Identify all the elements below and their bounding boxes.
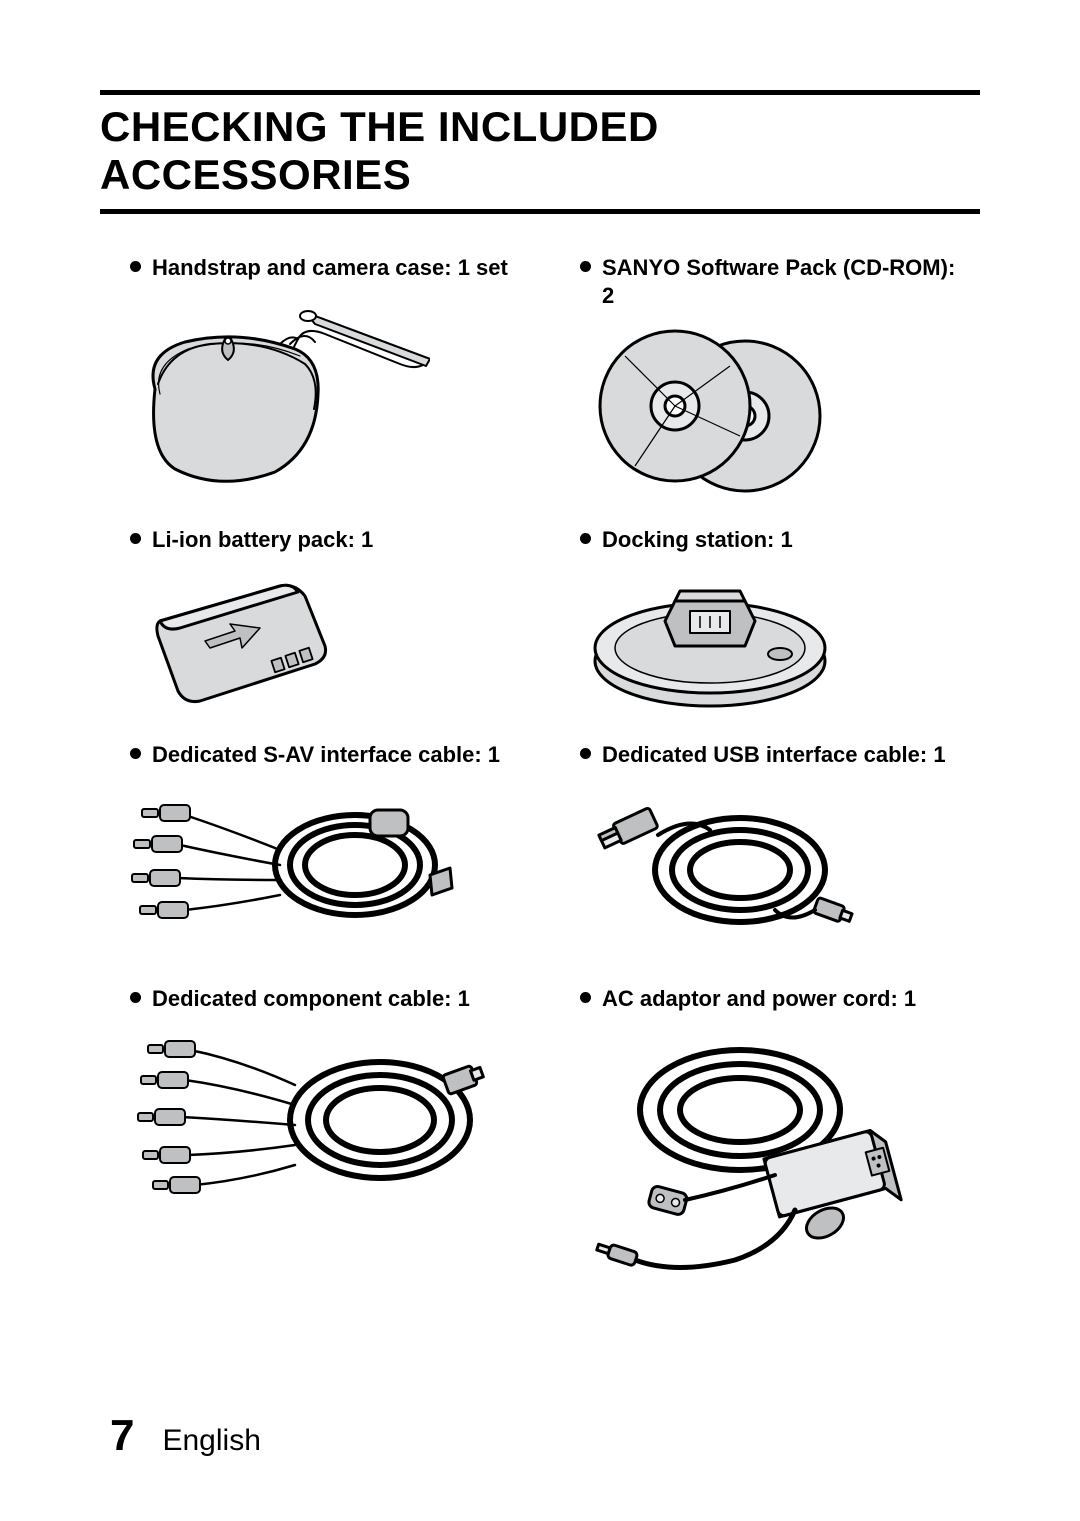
ac-adaptor-icon xyxy=(580,1025,970,1285)
sav-cable-icon xyxy=(130,780,520,960)
accessory-item: Dedicated USB interface cable: 1 xyxy=(550,741,980,986)
accessory-item: Li-ion battery pack: 1 xyxy=(100,526,530,741)
accessory-item: SANYO Software Pack (CD-ROM): 2 xyxy=(550,254,980,526)
item-label: Dedicated S-AV interface cable: 1 xyxy=(130,741,520,769)
page-footer: 7 English xyxy=(110,1411,261,1461)
component-cable-icon xyxy=(130,1025,520,1225)
accessory-item: Handstrap and camera case: 1 set xyxy=(100,254,530,526)
item-label: Dedicated USB interface cable: 1 xyxy=(580,741,970,769)
battery-icon xyxy=(130,566,520,716)
item-label: AC adaptor and power cord: 1 xyxy=(580,985,970,1013)
item-label: Docking station: 1 xyxy=(580,526,970,554)
item-label: Handstrap and camera case: 1 set xyxy=(130,254,520,282)
manual-page: CHECKING THE INCLUDED ACCESSORIES Handst… xyxy=(0,0,1080,1521)
accessories-grid: Handstrap and camera case: 1 set xyxy=(100,254,980,1310)
page-language: English xyxy=(162,1424,260,1458)
case-strap-icon xyxy=(130,294,520,494)
dock-icon xyxy=(580,566,970,716)
item-label: Dedicated component cable: 1 xyxy=(130,985,520,1013)
accessory-item: AC adaptor and power cord: 1 xyxy=(550,985,980,1310)
accessory-item: Dedicated S-AV interface cable: 1 xyxy=(100,741,530,986)
item-label: Li-ion battery pack: 1 xyxy=(130,526,520,554)
cdrom-icon xyxy=(580,321,970,501)
page-number: 7 xyxy=(110,1411,134,1461)
usb-cable-icon xyxy=(580,780,970,950)
accessory-item: Dedicated component cable: 1 xyxy=(100,985,530,1310)
item-label: SANYO Software Pack (CD-ROM): 2 xyxy=(580,254,970,309)
accessory-item: Docking station: 1 xyxy=(550,526,980,741)
page-title: CHECKING THE INCLUDED ACCESSORIES xyxy=(100,90,980,214)
